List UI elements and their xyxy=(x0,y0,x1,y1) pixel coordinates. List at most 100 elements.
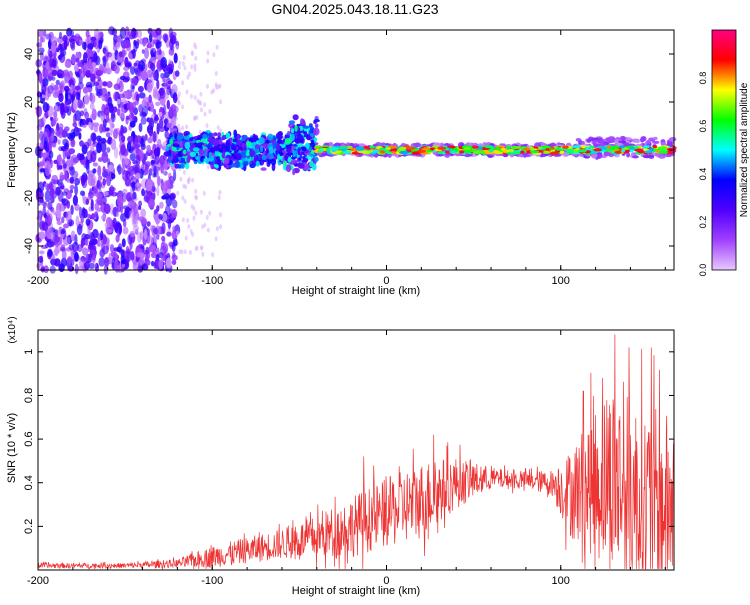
spectrogram-cell xyxy=(176,146,180,150)
spectrogram-cell xyxy=(214,150,219,158)
spectrogram-cell xyxy=(135,135,142,143)
spectrogram-cell xyxy=(153,235,157,247)
spectrogram-cell xyxy=(101,151,109,163)
colorbar: 0.0 0.2 0.4 0.6 0.8 Normalized spectral ampl… xyxy=(698,29,750,277)
spectrogram-cell xyxy=(586,139,592,143)
spectrogram-cell xyxy=(277,139,283,145)
spectrogram-cell xyxy=(156,122,160,135)
spectrogram-cell xyxy=(57,126,64,139)
spectrogram-cell xyxy=(190,64,194,70)
spectrogram-cell xyxy=(132,225,140,232)
spectrogram-cell xyxy=(206,58,210,64)
spectrogram-cell xyxy=(39,191,44,200)
spectrogram-cell xyxy=(74,184,78,196)
x-tick-label: -200 xyxy=(27,575,49,587)
spectrogram-cell xyxy=(652,140,660,144)
spectrogram-cell xyxy=(57,73,63,78)
y-tick-label: 0.4 xyxy=(23,475,35,490)
spectrogram-cell xyxy=(114,146,119,159)
spectrogram-cell xyxy=(158,118,164,129)
spectrogram-cell xyxy=(186,74,190,80)
spectrogram-cell xyxy=(163,170,168,176)
spectrogram-cell xyxy=(215,44,219,50)
spectrogram-cell xyxy=(133,39,137,47)
spectrogram-cell xyxy=(194,55,198,61)
spectrogram-cell xyxy=(118,80,124,93)
y-tick-label: 0.6 xyxy=(23,431,35,446)
y-tick-label: -20 xyxy=(23,190,35,206)
spectrogram-cell xyxy=(62,163,68,169)
spectrogram-cell xyxy=(64,150,68,157)
spectrogram-cell xyxy=(132,48,136,59)
spectrogram-cell xyxy=(37,212,42,219)
spectrogram-cell xyxy=(217,158,221,166)
spectrogram-cell xyxy=(325,147,330,151)
spectrogram-cell xyxy=(65,89,69,102)
spectrogram-cell xyxy=(63,223,70,229)
spectrogram-cell xyxy=(179,176,183,182)
spectrogram-cell xyxy=(115,211,120,218)
spectrogram-cell xyxy=(117,93,125,99)
spectrogram-cell xyxy=(201,251,205,257)
spectrogram-cell xyxy=(125,260,130,270)
spectrogram-cell xyxy=(138,200,143,207)
spectrogram-cell xyxy=(212,52,216,58)
spectrogram-cell xyxy=(109,124,113,136)
spectrogram-cell xyxy=(97,157,103,162)
spectrogram-cell xyxy=(128,210,135,219)
spectrogram-cell xyxy=(153,91,160,100)
spectrogram-cell xyxy=(261,154,267,161)
spectrogram-cell xyxy=(246,141,253,147)
spectrogram-cell xyxy=(95,91,102,97)
spectrogram-cell xyxy=(200,245,204,251)
spectrogram-cell xyxy=(206,164,210,170)
spectrogram-cell xyxy=(163,181,170,191)
spectrogram-cell xyxy=(205,144,212,148)
spectrogram-cell xyxy=(138,257,145,265)
spectrogram-cell xyxy=(230,145,237,151)
spectrogram-cell xyxy=(606,148,613,152)
spectrogram-cell xyxy=(163,79,168,90)
spectrogram-cell xyxy=(56,122,60,132)
y-tick-label: 0 xyxy=(23,147,35,153)
spectrogram-cell xyxy=(53,235,61,243)
spectrogram-cell xyxy=(60,244,66,252)
spectrogram-cell xyxy=(94,211,99,218)
spectrogram-cell xyxy=(105,228,113,233)
spectrogram-cell xyxy=(215,226,219,232)
spectrogram-cell xyxy=(132,215,137,225)
spectrogram-cell xyxy=(341,148,347,152)
spectrogram-cell xyxy=(214,82,218,88)
spectrogram-cell xyxy=(217,132,222,138)
spectrogram-cell xyxy=(114,65,120,74)
spectrogram-cell xyxy=(50,258,57,266)
spectrogram-cell xyxy=(156,79,160,90)
spectrogram-cell xyxy=(65,210,72,223)
spectrogram-cell xyxy=(470,149,476,153)
spectrogram-cell xyxy=(111,112,116,123)
spectrogram-cell xyxy=(171,259,177,265)
spectrogram-cell xyxy=(422,147,430,151)
spectrogram-cell xyxy=(56,210,62,218)
spectrogram-cell xyxy=(51,174,59,183)
colorbar-tick-label: 0.0 xyxy=(698,264,708,277)
spectrogram-cell xyxy=(102,126,107,133)
spectrogram-cell xyxy=(178,127,182,133)
spectrogram-cell xyxy=(478,146,483,150)
spectrogram-cell xyxy=(102,81,108,87)
spectrogram-cell xyxy=(187,224,191,230)
spectrogram-cell xyxy=(191,177,195,183)
spectrogram-cell xyxy=(106,147,111,153)
spectrogram-cell xyxy=(163,104,167,116)
spectrogram-cell xyxy=(176,94,180,100)
spectrogram-cell xyxy=(130,66,136,75)
spectrogram-cell xyxy=(147,41,152,49)
spectrogram-cell xyxy=(117,195,124,208)
spectrogram-cell xyxy=(46,229,53,240)
spectrogram-cell xyxy=(216,125,220,131)
spectrogram-cell xyxy=(56,220,62,226)
spectrogram-cell xyxy=(181,104,185,110)
spectrogram-cell xyxy=(129,153,136,162)
spectrogram-cell xyxy=(114,261,121,273)
colorbar-tick-label: 0.4 xyxy=(698,168,708,181)
